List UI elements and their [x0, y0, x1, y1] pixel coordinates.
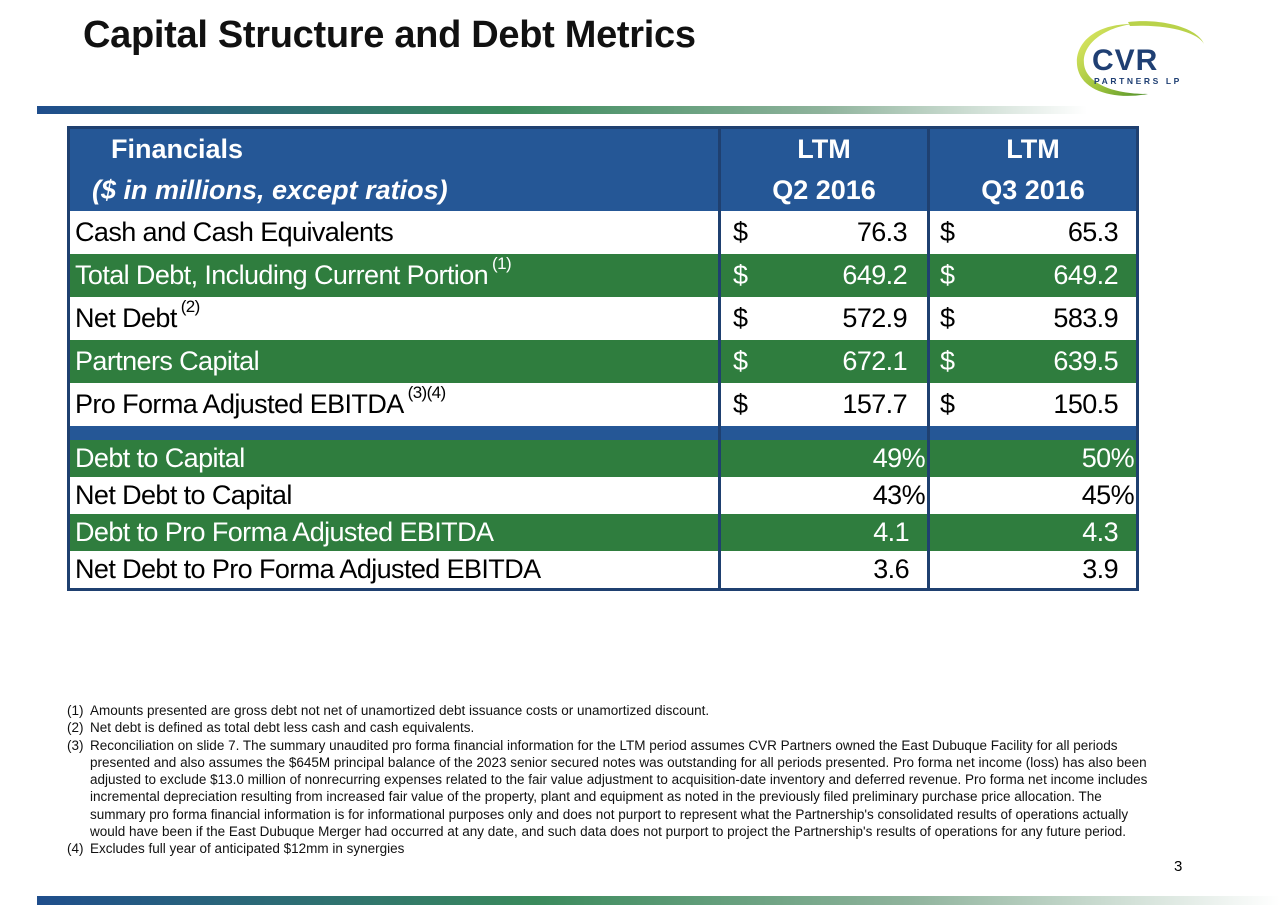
footnote-number: (1)	[67, 703, 84, 718]
currency-sign: $	[940, 346, 955, 376]
value-q3: 65.3	[1067, 217, 1119, 247]
row-label: Net Debt	[75, 303, 177, 333]
currency-sign: $	[733, 346, 748, 376]
header-col2-line1: LTM	[928, 127, 1138, 170]
ratio-label: Debt to Capital	[68, 440, 721, 477]
header-col1-line1: LTM	[719, 127, 930, 170]
footnote-text: Reconciliation on slide 7. The summary u…	[90, 737, 1148, 840]
table-row: Debt to Capital 49% 50%	[68, 440, 1138, 477]
footnote: (3) Reconciliation on slide 7. The summa…	[67, 737, 1157, 841]
bottom-divider	[37, 896, 1280, 905]
ratio-q3: 45%	[928, 477, 1138, 514]
currency-sign: $	[733, 217, 748, 247]
table-header-row-2: ($ in millions, except ratios) Q2 2016 Q…	[68, 170, 1138, 211]
header-col2-line2: Q3 2016	[928, 170, 1138, 211]
ratio-q3: 4.3	[928, 514, 1138, 551]
value-q2: 649.2	[842, 260, 907, 290]
value-q3: 639.5	[1053, 346, 1118, 376]
row-label: Pro Forma Adjusted EBITDA	[75, 389, 404, 419]
footnotes: (1) Amounts presented are gross debt not…	[67, 702, 1157, 858]
footnote-text: Amounts presented are gross debt not net…	[90, 703, 710, 718]
value-q2: 76.3	[856, 217, 908, 247]
ratio-q3: 3.9	[928, 551, 1138, 590]
table-header-row-1: Financials LTM LTM	[68, 127, 1138, 170]
table-row: Cash and Cash Equivalents $76.3 $65.3	[68, 211, 1138, 254]
footnote-text: Excludes full year of anticipated $12mm …	[90, 841, 405, 857]
currency-sign: $	[733, 260, 748, 290]
ratio-q2: 3.6	[719, 551, 930, 590]
cvr-partners-logo: CVR PARTNERS LP	[1076, 21, 1204, 96]
footnote: (4) Excludes full year of anticipated $1…	[67, 840, 1157, 857]
table-row: Net Debt to Pro Forma Adjusted EBITDA 3.…	[68, 551, 1138, 590]
value-q2: 672.1	[842, 346, 907, 376]
header-sublabel: ($ in millions, except ratios)	[68, 170, 721, 211]
footnote: (1) Amounts presented are gross debt not…	[67, 702, 1157, 719]
value-q2: 572.9	[842, 303, 907, 333]
footnote-number: (2)	[67, 720, 84, 736]
table-row: Net Debt to Capital 43% 45%	[68, 477, 1138, 514]
footnote-ref: (2)	[180, 297, 201, 316]
table-row: Partners Capital $672.1 $639.5	[68, 340, 1138, 383]
ratio-q2: 43%	[719, 477, 930, 514]
currency-sign: $	[940, 389, 955, 419]
header-label: Financials	[68, 127, 721, 170]
ratio-label: Debt to Pro Forma Adjusted EBITDA	[68, 514, 721, 551]
ratio-q3: 50%	[928, 440, 1138, 477]
currency-sign: $	[733, 303, 748, 333]
table-row: Debt to Pro Forma Adjusted EBITDA 4.1 4.…	[68, 514, 1138, 551]
table-row: Net Debt (2) $572.9 $583.9	[68, 297, 1138, 340]
value-q3: 150.5	[1053, 389, 1118, 419]
footnote-number: (3)	[67, 737, 84, 753]
logo-word: CVR	[1092, 44, 1158, 77]
footnote-ref: (1)	[492, 254, 512, 273]
top-divider	[37, 106, 1087, 114]
footnote: (2) Net debt is defined as total debt le…	[67, 719, 1157, 736]
currency-sign: $	[733, 389, 748, 419]
ratio-q2: 4.1	[719, 514, 930, 551]
value-q3: 649.2	[1053, 260, 1118, 290]
page-title: Capital Structure and Debt Metrics	[83, 14, 696, 56]
ratio-label: Net Debt to Pro Forma Adjusted EBITDA	[68, 551, 721, 590]
currency-sign: $	[940, 260, 955, 290]
footnote-text: Net debt is defined as total debt less c…	[90, 720, 475, 736]
currency-sign: $	[940, 217, 955, 247]
table-row: Pro Forma Adjusted EBITDA (3)(4) $157.7 $…	[68, 383, 1138, 426]
footnote-number: (4)	[67, 841, 84, 857]
row-label: Partners Capital	[75, 346, 260, 376]
value-q3: 583.9	[1053, 303, 1118, 333]
section-divider	[68, 426, 1138, 440]
value-q2: 157.7	[842, 389, 907, 419]
header-col1-line2: Q2 2016	[719, 170, 930, 211]
footnote-ref: (3)(4)	[407, 383, 447, 402]
table-row: Total Debt, Including Current Portion (1)…	[68, 254, 1138, 297]
row-label: Cash and Cash Equivalents	[75, 217, 394, 247]
ratio-q2: 49%	[719, 440, 930, 477]
logo-subtitle: PARTNERS LP	[1094, 76, 1182, 86]
currency-sign: $	[940, 303, 955, 333]
financials-table: Financials LTM LTM ($ in millions, excep…	[67, 126, 1139, 591]
row-label: Total Debt, Including Current Portion	[75, 260, 489, 290]
page-number: 3	[1174, 858, 1183, 875]
ratio-label: Net Debt to Capital	[68, 477, 721, 514]
